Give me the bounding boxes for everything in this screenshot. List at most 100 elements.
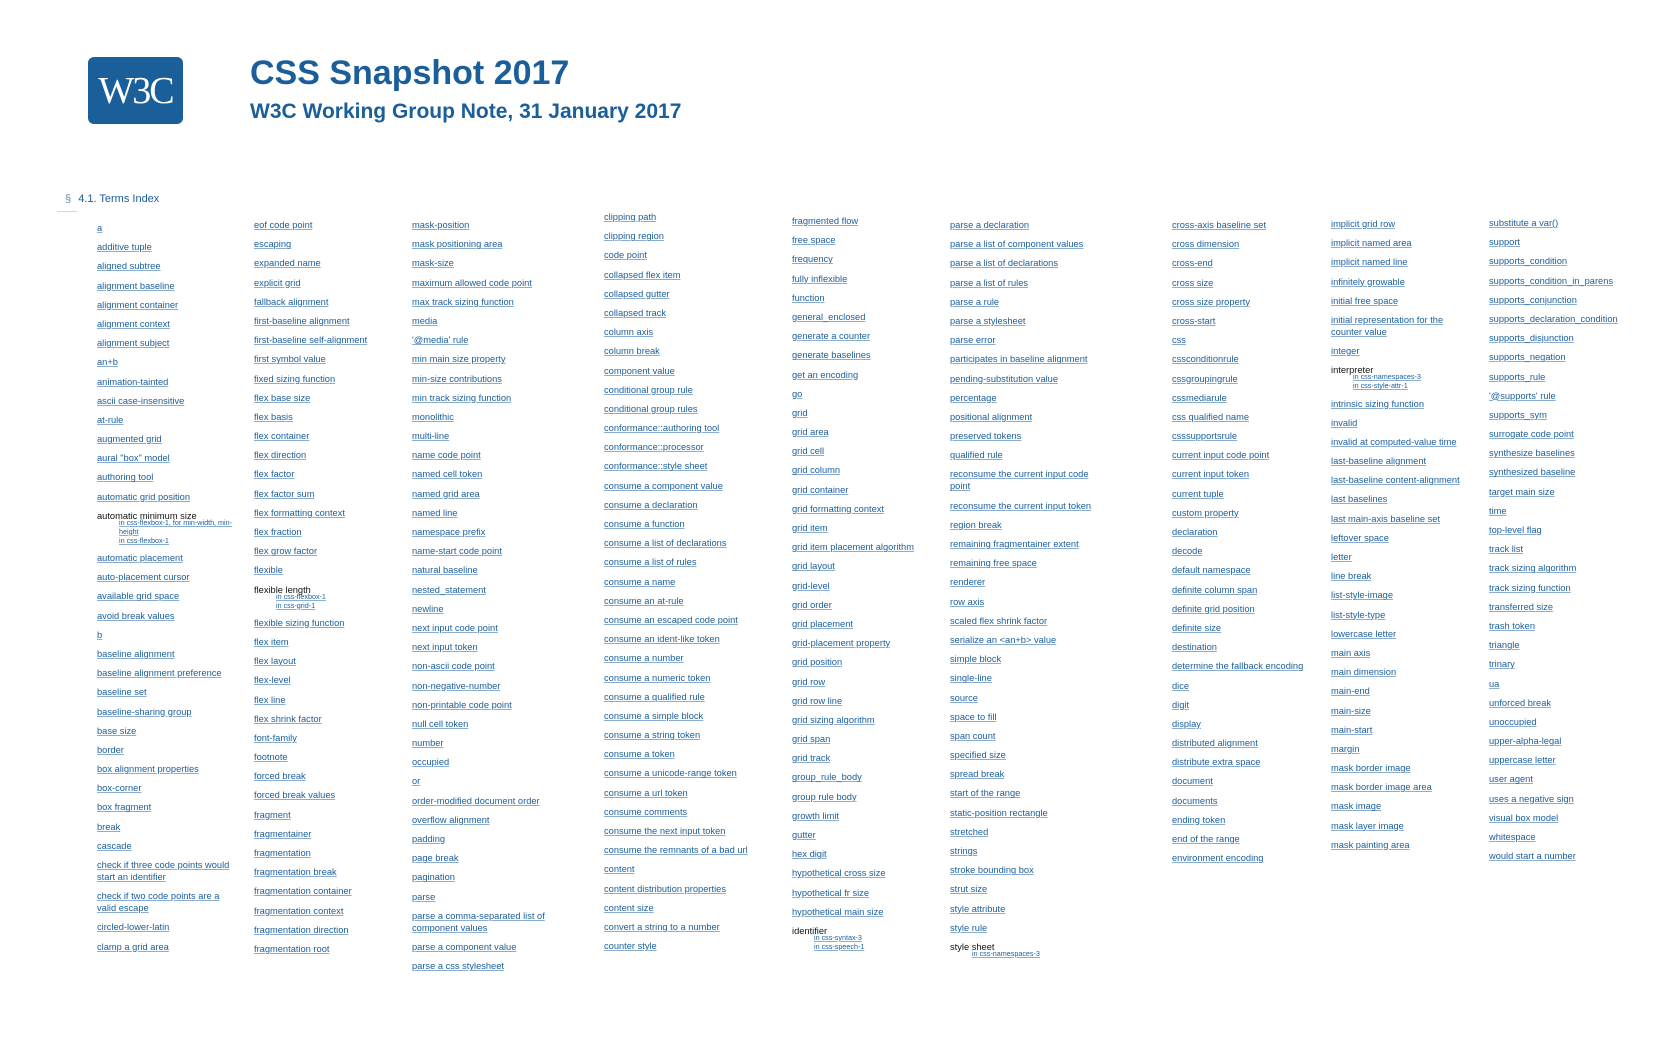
term-item[interactable]: main-size	[1331, 705, 1471, 717]
term-item[interactable]: aural "box" model	[97, 452, 237, 464]
term-item[interactable]: cssconditionrule	[1172, 353, 1322, 365]
term-link[interactable]: or	[412, 776, 421, 787]
term-link[interactable]: grid sizing algorithm	[792, 714, 875, 725]
term-link[interactable]: grid	[792, 407, 808, 418]
term-link[interactable]: parse a declaration	[950, 220, 1030, 230]
term-item[interactable]: consume an at-rule	[604, 595, 764, 607]
term-link[interactable]: grid row line	[792, 695, 843, 706]
term-item[interactable]: implicit named line	[1331, 256, 1471, 268]
term-link[interactable]: consume a function	[604, 519, 685, 529]
term-item[interactable]: consume a unicode-range token	[604, 767, 764, 779]
term-link[interactable]: last baselines	[1331, 494, 1388, 505]
term-item[interactable]: supports_negation	[1489, 351, 1639, 363]
term-link[interactable]: fragmentation break	[254, 867, 337, 878]
term-link[interactable]: augmented grid	[97, 434, 162, 445]
term-item[interactable]: authoring tool	[97, 471, 237, 483]
term-link[interactable]: synthesize baselines	[1489, 448, 1575, 459]
term-item[interactable]: serialize an <an+b> value	[950, 634, 1102, 646]
term-item[interactable]: non-printable code point	[412, 699, 562, 711]
term-link[interactable]: clipping path	[604, 212, 657, 222]
term-link[interactable]: cssgroupingrule	[1172, 373, 1238, 384]
term-link[interactable]: spread break	[950, 769, 1005, 780]
term-item[interactable]: participates in baseline alignment	[950, 353, 1102, 365]
term-item[interactable]: parse	[412, 891, 562, 903]
term-item[interactable]: initial representation for the counter v…	[1331, 314, 1471, 338]
term-item[interactable]: fragment	[254, 809, 394, 821]
term-link[interactable]: supports_disjunction	[1489, 333, 1574, 344]
term-item[interactable]: counter style	[604, 940, 764, 952]
term-link[interactable]: named line	[412, 507, 458, 518]
term-link[interactable]: nested_statement	[412, 584, 486, 595]
term-item[interactable]: grid item placement algorithm	[792, 541, 932, 553]
term-link[interactable]: column axis	[604, 327, 654, 338]
term-item[interactable]: first-baseline alignment	[254, 315, 394, 327]
term-item[interactable]: start of the range	[950, 787, 1102, 799]
term-item[interactable]: target main size	[1489, 486, 1639, 498]
term-item[interactable]: parse a list of declarations	[950, 257, 1102, 269]
term-link[interactable]: grid span	[792, 734, 831, 745]
term-item[interactable]: triangle	[1489, 639, 1639, 651]
term-link[interactable]: parse a list of declarations	[950, 258, 1059, 269]
term-spec-link[interactable]: in css-grid-1	[276, 600, 316, 610]
term-link[interactable]: strings	[950, 846, 978, 856]
term-item[interactable]: named line	[412, 507, 562, 519]
term-item[interactable]: consume a qualified rule	[604, 691, 764, 703]
term-item[interactable]: implicit grid row	[1331, 218, 1471, 230]
term-item[interactable]: check if three code points would start a…	[97, 859, 237, 883]
term-item[interactable]: cross-start	[1172, 315, 1322, 327]
term-item[interactable]: definite grid position	[1172, 603, 1322, 615]
term-item[interactable]: occupied	[412, 756, 562, 768]
term-link[interactable]: pending-substitution value	[950, 373, 1059, 384]
term-item[interactable]: general_enclosed	[792, 311, 932, 323]
term-link[interactable]: column break	[604, 346, 660, 357]
term-item[interactable]: top-level flag	[1489, 524, 1639, 536]
term-link[interactable]: implicit named line	[1331, 257, 1408, 268]
term-item[interactable]: last main-axis baseline set	[1331, 513, 1471, 525]
term-item[interactable]: invalid at computed-value time	[1331, 436, 1471, 448]
term-item[interactable]: parse a stylesheet	[950, 315, 1102, 327]
term-link[interactable]: uppercase letter	[1489, 755, 1556, 766]
term-item[interactable]: escaping	[254, 238, 394, 250]
term-item[interactable]: parse a rule	[950, 296, 1102, 308]
term-link[interactable]: main axis	[1331, 647, 1371, 658]
term-link[interactable]: flex grow factor	[254, 546, 318, 557]
term-link[interactable]: grid formatting context	[792, 503, 884, 514]
term-link[interactable]: supports_rule	[1489, 371, 1546, 382]
term-link[interactable]: trinary	[1489, 659, 1515, 670]
term-item[interactable]: end of the range	[1172, 833, 1322, 845]
term-link[interactable]: non-ascii code point	[412, 661, 495, 672]
term-item[interactable]: current input token	[1172, 468, 1322, 480]
term-link[interactable]: hypothetical fr size	[792, 887, 869, 898]
term-item[interactable]: grid container	[792, 484, 932, 496]
term-item[interactable]: grid row	[792, 676, 932, 688]
term-item[interactable]: transferred size	[1489, 601, 1639, 613]
term-link[interactable]: preserved tokens	[950, 431, 1022, 442]
term-item[interactable]: mask positioning area	[412, 238, 562, 250]
term-item[interactable]: fragmentation root	[254, 943, 394, 955]
term-link[interactable]: circled-lower-latin	[97, 922, 170, 933]
term-item[interactable]: would start a number	[1489, 850, 1639, 862]
term-link[interactable]: parse a list of rules	[950, 277, 1029, 288]
term-item[interactable]: box alignment properties	[97, 763, 237, 775]
term-link[interactable]: mask border image area	[1331, 782, 1432, 793]
term-item[interactable]: conditional group rule	[604, 384, 764, 396]
term-link[interactable]: content	[604, 864, 635, 875]
term-item[interactable]: content distribution properties	[604, 883, 764, 895]
term-link[interactable]: space to fill	[950, 711, 997, 722]
term-item[interactable]: alignment baseline	[97, 280, 237, 292]
term-link[interactable]: fully inflexible	[792, 273, 848, 284]
term-item[interactable]: display	[1172, 718, 1322, 730]
term-item[interactable]: static-position rectangle	[950, 807, 1102, 819]
term-link[interactable]: participates in baseline alignment	[950, 354, 1088, 365]
term-item[interactable]: determine the fallback encoding	[1172, 660, 1322, 672]
term-item[interactable]: ascii case-insensitive	[97, 395, 237, 407]
term-link[interactable]: mask positioning area	[412, 239, 503, 250]
section-heading[interactable]: § 4.1. Terms Index	[65, 193, 159, 205]
term-item[interactable]: unoccupied	[1489, 716, 1639, 728]
term-link[interactable]: stretched	[950, 826, 989, 837]
term-item[interactable]: expanded name	[254, 257, 394, 269]
term-item[interactable]: cssgroupingrule	[1172, 373, 1322, 385]
term-item[interactable]: main-end	[1331, 685, 1471, 697]
term-item[interactable]: multi-line	[412, 430, 562, 442]
term-item[interactable]: named cell token	[412, 468, 562, 480]
